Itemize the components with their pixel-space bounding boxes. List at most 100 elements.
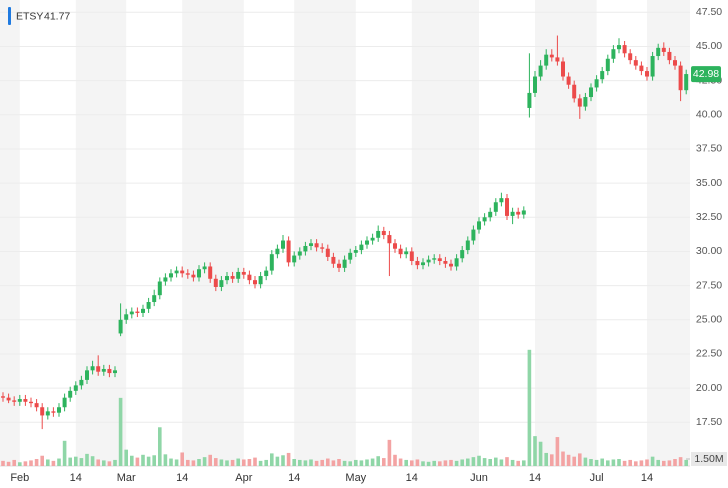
volume-bar (550, 454, 554, 466)
volume-bar (494, 457, 498, 466)
volume-bar (186, 459, 190, 466)
candle-body (309, 243, 313, 246)
candle-body (51, 411, 56, 413)
candle-body (297, 251, 302, 256)
y-tick-label: 20.00 (696, 382, 722, 394)
candle-body (129, 311, 134, 315)
volume-bar (583, 457, 588, 466)
x-tick-label: 14 (529, 472, 541, 484)
candle-body (376, 230, 381, 238)
y-tick-label: 37.50 (696, 143, 722, 155)
candle-body (320, 247, 325, 249)
volume-bar (589, 459, 593, 466)
candle-body (561, 61, 565, 77)
candle-body (73, 385, 78, 391)
x-tick-label: Jul (590, 472, 604, 484)
volume-bar (421, 461, 425, 466)
volume-bar (438, 461, 442, 466)
candle-body (471, 229, 476, 241)
volume-bar (102, 460, 106, 466)
volume-bar (242, 459, 246, 466)
volume-bar (309, 459, 313, 466)
volume-bar (410, 460, 414, 466)
x-tick-label: 14 (70, 472, 82, 484)
volume-bar (342, 460, 347, 466)
band (294, 0, 356, 466)
volume-bar (6, 461, 11, 466)
last-price-label: 42.98 (693, 68, 719, 80)
candle-body (152, 295, 157, 303)
volume-bar (169, 458, 173, 466)
volume-bar (90, 456, 95, 466)
volume-bar (270, 453, 274, 466)
candle-body (538, 65, 543, 77)
x-tick-label: 14 (641, 472, 653, 484)
candle-body (454, 258, 459, 267)
volume-bar (673, 459, 677, 466)
volume-bar (247, 459, 252, 466)
volume-bar (46, 459, 50, 466)
volume-bar (348, 461, 352, 466)
candle-body (622, 45, 627, 54)
band (0, 0, 20, 466)
axis: 17.50 20.00 22.50 25.00 27.50 30.00 32.50 35.00… (10, 6, 727, 484)
y-tick-label: 47.50 (696, 6, 722, 18)
candle-body (415, 261, 420, 266)
volume-bar (398, 458, 403, 466)
candle-body (673, 60, 677, 66)
candle-body (264, 270, 269, 277)
volume-bar (667, 460, 672, 466)
candle-body (353, 250, 358, 253)
candle-body (174, 270, 179, 274)
candle-body (141, 308, 145, 313)
candle-body (449, 263, 453, 267)
volume-bars (1, 349, 688, 466)
volume-bar (163, 454, 168, 466)
volume-bar (477, 455, 481, 466)
volume-bar (40, 455, 44, 466)
volume-bar (533, 436, 537, 466)
volume-bar (298, 459, 302, 466)
candle-body (1, 396, 5, 398)
candle-body (482, 217, 487, 222)
candle-body (68, 390, 73, 398)
candle-body (488, 211, 493, 218)
grid (0, 11, 690, 423)
volume-bar (68, 457, 72, 466)
candle-body (443, 261, 448, 264)
candle-body (645, 71, 649, 77)
volume-bar (460, 459, 464, 466)
candle-body (409, 251, 414, 262)
volume-bar (359, 460, 364, 466)
volume-bar (634, 461, 638, 466)
candle-body (499, 198, 504, 203)
candle-body (180, 270, 185, 274)
candle-body (566, 76, 571, 85)
candle-body (549, 54, 554, 58)
candle-body (600, 71, 605, 80)
candle-body (365, 240, 369, 245)
candle-body (505, 198, 509, 216)
candle-body (572, 84, 577, 99)
volume-bar (326, 458, 330, 466)
x-tick-label: May (345, 472, 366, 484)
volume-bar (202, 457, 207, 466)
band (182, 0, 244, 466)
volume-bar (225, 460, 229, 466)
volume-bar (158, 427, 162, 466)
candle-body (370, 237, 375, 241)
candle-body (393, 243, 397, 249)
candle-body (17, 399, 22, 402)
candle-body (381, 230, 386, 236)
volume-bar (578, 453, 582, 466)
volume-bar (264, 459, 268, 466)
candle-body (594, 79, 599, 88)
y-tick-label: 35.00 (696, 177, 722, 189)
candle-body (465, 240, 470, 251)
candle-body (589, 87, 593, 98)
y-tick-label: 40.00 (696, 109, 722, 121)
quote: 41.77 (44, 10, 70, 22)
candle-body (96, 366, 101, 372)
x-tick-label: Mar (117, 472, 136, 484)
volume-bar (684, 459, 688, 466)
